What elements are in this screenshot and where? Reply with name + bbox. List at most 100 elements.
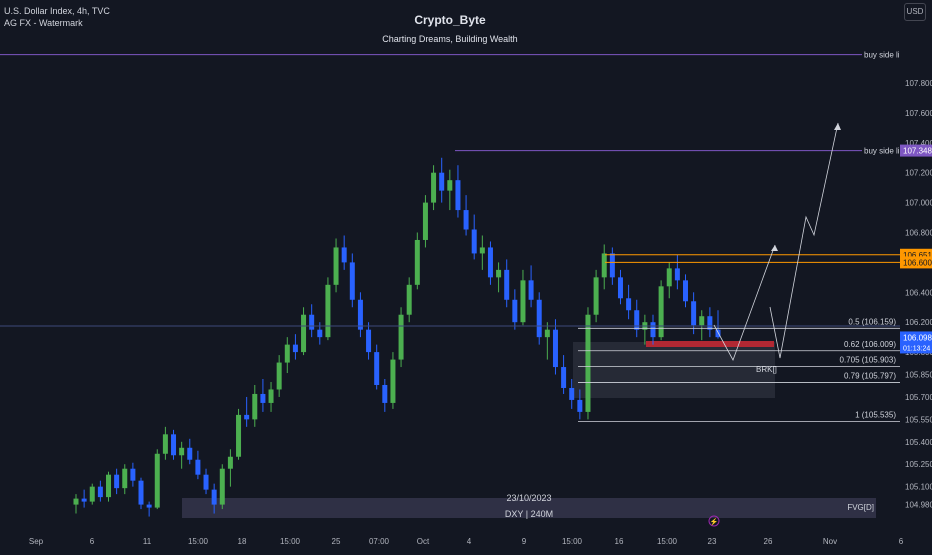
candle-body <box>130 468 136 481</box>
candle-body <box>333 247 339 285</box>
candle-body <box>187 447 193 460</box>
candle-body <box>309 314 315 330</box>
time-tick-label: Nov <box>823 537 837 546</box>
currency-button[interactable]: USD <box>904 3 926 21</box>
candle-body <box>447 180 453 191</box>
lightning-icon: ⚡ <box>710 517 719 526</box>
candle-body <box>398 314 404 360</box>
price-tag-value: 106.600 <box>903 258 932 267</box>
symbol-title[interactable]: U.S. Dollar Index, 4h, TVC <box>4 6 110 16</box>
candle-body <box>617 277 623 299</box>
candle-body <box>317 329 323 338</box>
fvg-label: FVG[D] <box>847 503 874 512</box>
red-box-zone <box>646 341 774 347</box>
candle-body <box>114 474 120 489</box>
time-tick-label: 23 <box>708 537 717 546</box>
candle-body <box>260 393 266 403</box>
candle-body <box>357 299 363 330</box>
candle-body <box>479 247 485 254</box>
price-tick-label: 106.200 <box>905 318 932 327</box>
candle-body <box>97 486 103 498</box>
time-tick-label: 07:00 <box>369 537 390 546</box>
candle-body <box>658 286 664 338</box>
zone-date-label: 23/10/2023 <box>506 493 552 503</box>
candle-body <box>431 172 437 203</box>
price-tick-label: 106.800 <box>905 229 932 238</box>
price-tick-label: 106.400 <box>905 288 932 297</box>
candle-body <box>682 280 688 302</box>
candle-body <box>211 489 217 505</box>
candle-body <box>195 459 201 475</box>
candle-body <box>666 268 672 287</box>
price-tick-label: 107.000 <box>905 199 932 208</box>
daily-fvg-zone <box>182 498 876 518</box>
lightning-icon <box>708 515 720 527</box>
candle-body <box>349 262 355 300</box>
price-tick-label: 105.400 <box>905 438 932 447</box>
candle-body <box>366 329 372 353</box>
time-tick-label: Sep <box>29 537 44 546</box>
indicator-name[interactable]: AG FX - Watermark <box>4 18 83 28</box>
price-tick-label: 107.800 <box>905 79 932 88</box>
candle-body <box>227 456 233 469</box>
candle-body <box>626 298 632 311</box>
price-tag-value: 107.348 <box>903 147 932 156</box>
fib-level-label: 0.5 (106.159) <box>848 317 896 326</box>
projection-arrowhead <box>771 245 778 251</box>
candle-body <box>268 389 274 403</box>
candle-body <box>244 414 250 420</box>
time-axis <box>0 532 932 550</box>
candle-body <box>325 284 331 338</box>
candle-body <box>471 229 477 254</box>
candle-body <box>382 384 388 403</box>
candle-body <box>561 367 567 388</box>
candle-body <box>414 239 420 285</box>
candle-body <box>146 504 152 508</box>
candle-body <box>512 299 518 323</box>
time-tick-label: 26 <box>764 537 773 546</box>
candle-body <box>715 329 721 338</box>
price-tag-value: 106.098 <box>903 333 932 342</box>
time-tick-label: 9 <box>522 537 527 546</box>
candle-body <box>552 329 558 368</box>
candle-body <box>81 498 87 502</box>
zone-name-label: DXY | 240M <box>504 509 554 519</box>
candle-body <box>463 210 469 230</box>
candle-body <box>122 468 128 489</box>
price-tick-label: 105.550 <box>905 415 932 424</box>
candle-body <box>341 247 347 263</box>
candle-body <box>569 387 575 400</box>
candle-body <box>691 301 697 326</box>
price-tag <box>900 144 932 157</box>
candle-body <box>422 202 428 240</box>
candle-body <box>406 284 412 315</box>
price-tick-label: 105.250 <box>905 460 932 469</box>
candle-body <box>292 344 298 353</box>
candle-body <box>236 414 242 457</box>
price-tick-label: 105.850 <box>905 371 932 380</box>
time-tick-label: 16 <box>615 537 624 546</box>
candle-body <box>219 468 225 505</box>
price-tag <box>900 331 932 354</box>
watermark-subtitle: Charting Dreams, Building Wealth <box>382 34 518 44</box>
price-tag-countdown: 01:13:24 <box>903 345 930 352</box>
projection-arrowhead <box>834 123 841 130</box>
fib-level-label: 1 (105.535) <box>855 411 896 420</box>
candle-body <box>609 253 615 278</box>
candle-body <box>138 480 144 505</box>
candle-body <box>528 280 534 300</box>
time-tick-label: 15:00 <box>280 537 301 546</box>
candle-body <box>284 344 290 363</box>
candle-body <box>674 268 680 281</box>
candle-body <box>154 453 160 508</box>
candle-body <box>650 322 656 338</box>
candle-body <box>106 474 112 498</box>
price-tick-label: 107.600 <box>905 109 932 118</box>
candle-body <box>593 277 599 315</box>
time-tick-label: 6 <box>899 537 904 546</box>
price-tag <box>900 256 932 269</box>
time-tick-label: 11 <box>143 537 152 546</box>
price-tag-value: 106.651 <box>903 251 932 260</box>
